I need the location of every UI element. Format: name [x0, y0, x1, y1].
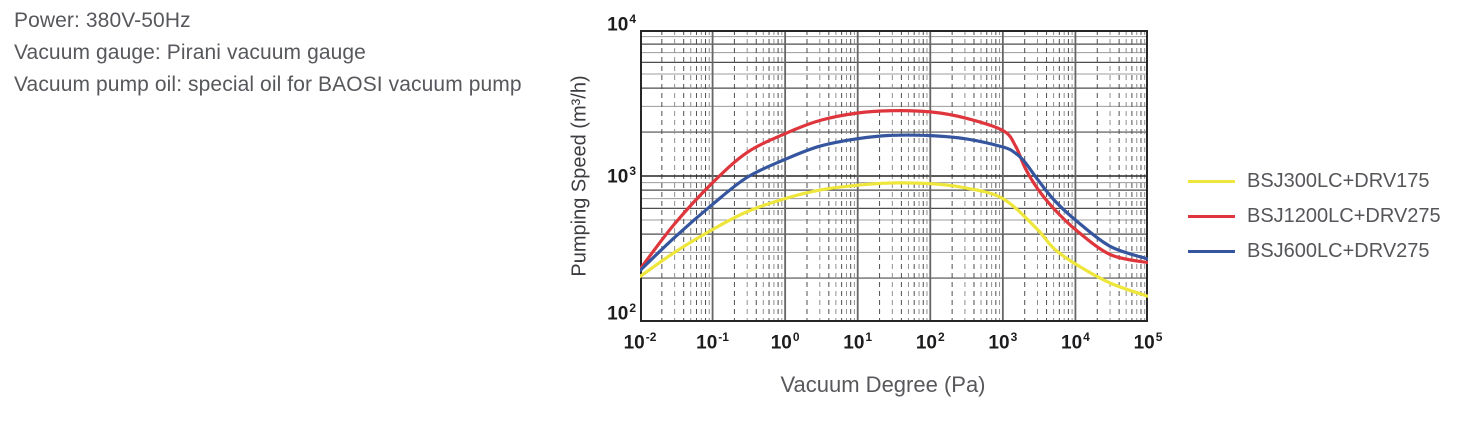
series-curve-BSJ300LC+DRV175	[640, 181, 1148, 298]
x-tick-10e5: 105	[1133, 330, 1163, 354]
x-axis-title: Vacuum Degree (Pa)	[780, 372, 986, 397]
spec-line-power: Power: 380V-50Hz	[14, 9, 191, 32]
x-tick-10e3: 103	[988, 330, 1018, 354]
x-tick-10e2: 102	[915, 330, 945, 354]
spec-line-pump-oil: Vacuum pump oil: special oil for BAOSI v…	[14, 73, 522, 96]
x-tick-10e-2: 10-2	[623, 330, 657, 354]
y-tick-10e3: 103	[607, 164, 636, 188]
series-curve-BSJ600LC+DRV275	[640, 133, 1148, 273]
legend-item-bsj1200lc: BSJ1200LC+DRV275	[1188, 199, 1441, 234]
y-tick-10e2: 102	[607, 301, 636, 325]
legend-item-bsj300lc: BSJ300LC+DRV175	[1188, 164, 1441, 199]
legend-line-swatch-blue	[1188, 250, 1235, 253]
legend-line-swatch-yellow	[1188, 180, 1235, 183]
x-tick-10e1: 101	[843, 330, 873, 354]
plot-area	[640, 30, 1148, 322]
y-tick-10e4: 104	[607, 12, 636, 36]
legend-label-bsj1200lc: BSJ1200LC+DRV275	[1247, 205, 1441, 227]
legend-item-bsj600lc: BSJ600LC+DRV275	[1188, 234, 1441, 269]
legend-label-bsj600lc: BSJ600LC+DRV275	[1247, 240, 1430, 262]
legend: BSJ300LC+DRV175 BSJ1200LC+DRV275 BSJ600L…	[1188, 164, 1441, 269]
plot-border	[640, 30, 1148, 322]
x-tick-10e0: 100	[770, 330, 800, 354]
spec-line-vacuum-gauge: Vacuum gauge: Pirani vacuum gauge	[14, 41, 366, 64]
legend-label-bsj300lc: BSJ300LC+DRV175	[1247, 170, 1430, 192]
x-tick-10e-1: 10-1	[696, 330, 729, 354]
spec-block: Power: 380V-50Hz Vacuum gauge: Pirani va…	[14, 5, 522, 101]
x-tick-10e4: 104	[1061, 330, 1090, 354]
series-curve-BSJ1200LC+DRV275	[640, 109, 1148, 271]
y-axis-title: Pumping Speed (m³/h)	[568, 75, 591, 277]
legend-line-swatch-red	[1188, 215, 1235, 218]
